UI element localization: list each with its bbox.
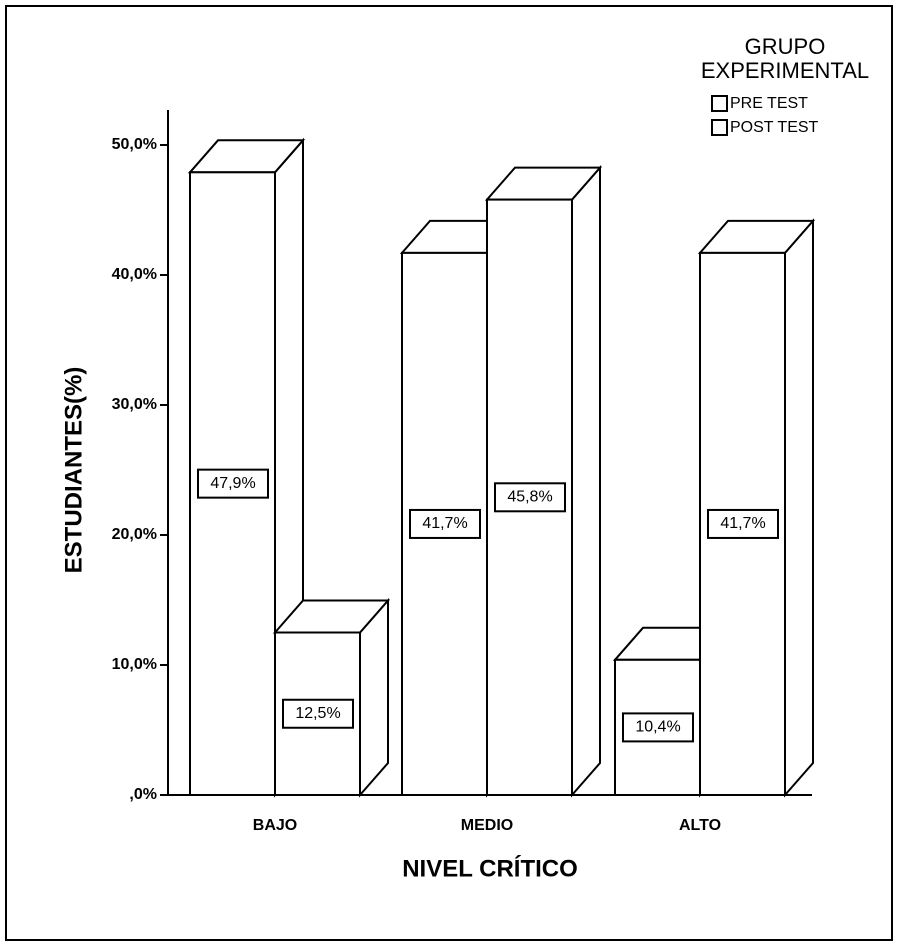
- bar-side: [784, 218, 814, 798]
- value-label: 47,9%: [210, 475, 255, 492]
- legend-title: GRUPO: [745, 34, 826, 59]
- x-tick-label: MEDIO: [461, 817, 513, 834]
- value-label-box: [494, 482, 566, 513]
- bar-side: [359, 597, 389, 798]
- y-tick-label: 30,0%: [112, 396, 157, 413]
- legend-swatch: [711, 119, 728, 136]
- bar-side: [571, 164, 601, 798]
- value-label: 12,5%: [295, 705, 340, 722]
- legend-title: EXPERIMENTAL: [701, 58, 869, 83]
- value-label-box: [197, 468, 269, 499]
- y-tick-label: 50,0%: [112, 136, 157, 153]
- value-label: 41,7%: [720, 515, 765, 532]
- value-label-box: [282, 698, 354, 729]
- value-label: 45,8%: [507, 489, 552, 506]
- frame: [5, 5, 893, 941]
- x-axis-label: NIVEL CRÍTICO: [402, 854, 578, 882]
- value-label-box: [622, 712, 694, 743]
- y-axis-label: ESTUDIANTES(%): [60, 367, 87, 574]
- x-tick-label: ALTO: [679, 817, 721, 834]
- y-tick-label: 40,0%: [112, 266, 157, 283]
- value-label-box: [409, 508, 481, 539]
- x-tick-label: BAJO: [253, 817, 297, 834]
- y-tick-label: ,0%: [129, 786, 157, 803]
- legend-label: PRE TEST: [730, 95, 808, 112]
- value-label-box: [707, 508, 779, 539]
- legend-label: POST TEST: [730, 119, 819, 136]
- value-label: 41,7%: [422, 515, 467, 532]
- value-label: 10,4%: [635, 719, 680, 736]
- y-tick-label: 20,0%: [112, 526, 157, 543]
- y-tick-label: 10,0%: [112, 656, 157, 673]
- legend-swatch: [711, 95, 728, 112]
